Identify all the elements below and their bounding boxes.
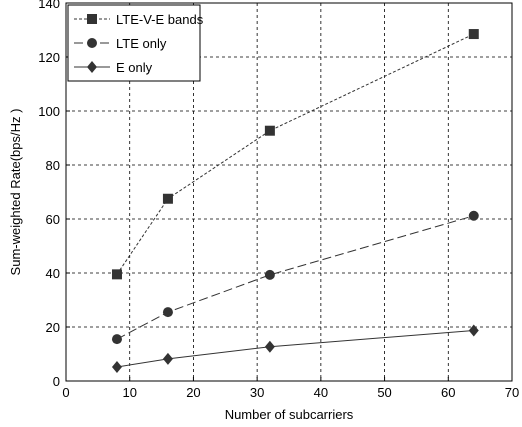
series-e-only bbox=[111, 324, 479, 373]
x-tick-label: 20 bbox=[186, 385, 200, 400]
data-point-lte-v-e-bands bbox=[162, 193, 173, 204]
data-point-lte-only bbox=[111, 334, 122, 345]
y-tick-label: 20 bbox=[46, 320, 60, 335]
legend-item-lte-only: LTE only bbox=[74, 36, 167, 51]
y-tick-label: 100 bbox=[38, 104, 60, 119]
data-point-lte-only bbox=[264, 269, 275, 280]
data-point-e-only bbox=[111, 360, 122, 373]
data-point-lte-only bbox=[162, 307, 173, 318]
x-tick-label: 70 bbox=[505, 385, 519, 400]
data-point-lte-v-e-bands bbox=[468, 29, 479, 40]
series-lte-only bbox=[111, 210, 479, 345]
legend-label: LTE only bbox=[116, 36, 167, 51]
series-lte-v-e-bands bbox=[111, 29, 479, 280]
y-tick-label: 60 bbox=[46, 212, 60, 227]
legend: LTE-V-E bands LTE only E only bbox=[67, 4, 204, 82]
data-point-e-only bbox=[264, 340, 275, 353]
legend-marker-circle bbox=[87, 38, 97, 48]
x-axis-label: Number of subcarriers bbox=[225, 407, 354, 422]
legend-marker-diamond bbox=[87, 61, 97, 73]
x-tick-label: 60 bbox=[441, 385, 455, 400]
y-axis-label: Sum-weighted Rate(bps/Hz ) bbox=[8, 109, 23, 276]
x-tick-label: 50 bbox=[377, 385, 391, 400]
data-point-lte-only bbox=[468, 210, 479, 221]
y-tick-label: 80 bbox=[46, 158, 60, 173]
y-tick-label: 140 bbox=[38, 0, 60, 11]
y-tick-label: 0 bbox=[53, 374, 60, 389]
series-line-lte-only bbox=[116, 215, 474, 340]
data-point-lte-v-e-bands bbox=[264, 125, 275, 136]
x-tick-label: 30 bbox=[250, 385, 264, 400]
legend-label: E only bbox=[116, 60, 153, 75]
axis-ticks: 0 10 20 30 40 50 60 70 0 20 40 60 80 100 120 140 bbox=[38, 0, 519, 400]
y-tick-label: 120 bbox=[38, 50, 60, 65]
series-line-e-only bbox=[116, 330, 474, 368]
x-tick-label: 0 bbox=[62, 385, 69, 400]
legend-label: LTE-V-E bands bbox=[116, 12, 204, 27]
plot-frame bbox=[65, 2, 513, 382]
y-tick-label: 40 bbox=[46, 266, 60, 281]
x-tick-label: 40 bbox=[314, 385, 328, 400]
legend-item-e-only: E only bbox=[74, 60, 153, 75]
series-group bbox=[111, 29, 479, 373]
series-line-lte-v-e-bands bbox=[116, 33, 474, 275]
data-point-lte-v-e-bands bbox=[111, 269, 122, 280]
legend-marker-square bbox=[87, 14, 97, 24]
data-point-e-only bbox=[468, 324, 479, 337]
data-point-e-only bbox=[162, 352, 173, 365]
legend-item-lte-v-e-bands: LTE-V-E bands bbox=[74, 12, 204, 27]
x-tick-label: 10 bbox=[122, 385, 136, 400]
